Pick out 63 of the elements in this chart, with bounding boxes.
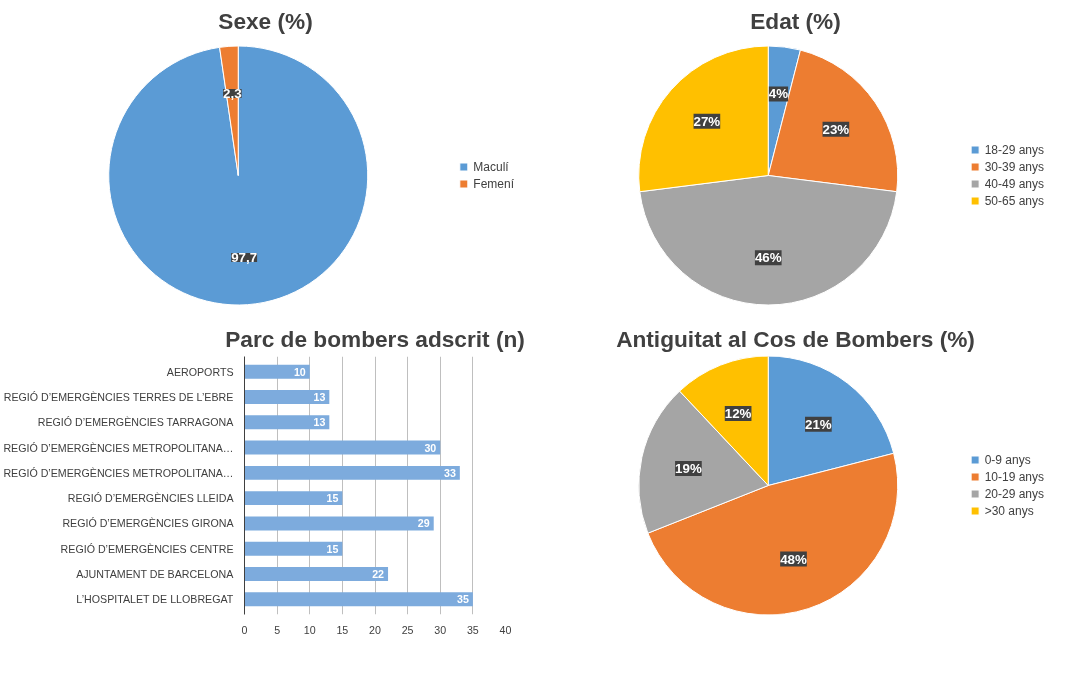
data-label: 21% xyxy=(805,416,832,432)
legend-label: 50-65 anys xyxy=(984,193,1044,208)
data-label: 15 xyxy=(326,492,339,505)
data-label: 19% xyxy=(675,461,702,477)
legend-label: Femení xyxy=(473,176,514,191)
x-tick-label: 20 xyxy=(369,623,381,636)
chart-title: Antiguitat al Cos de Bombers (%) xyxy=(616,325,975,352)
x-tick-label: 30 xyxy=(434,623,447,636)
legend-label: >30 anys xyxy=(984,503,1034,518)
bar xyxy=(244,567,389,581)
data-label: 35 xyxy=(457,593,469,606)
bar xyxy=(244,516,434,531)
y-tick-label: REGIÓ D’EMERGÈNCIES METROPOLITANA… xyxy=(3,441,234,454)
data-label: 15 xyxy=(326,542,339,555)
y-tick-label: REGIÓ D’EMERGÈNCIES LLEIDA xyxy=(67,492,235,505)
data-label: 10 xyxy=(293,365,306,378)
y-tick-label: REGIÓ D’EMERGÈNCIES TERRES DE L’EBRE xyxy=(3,390,234,403)
bar xyxy=(244,592,473,607)
chart-title: Parc de bombers adscrit (n) xyxy=(225,325,525,352)
x-tick-label: 5 xyxy=(274,623,281,636)
data-label: 27% xyxy=(693,113,721,129)
bar xyxy=(244,415,330,430)
data-label: 29 xyxy=(417,517,430,530)
bar xyxy=(244,465,460,480)
data-label: 13 xyxy=(313,390,326,403)
data-label: 22 xyxy=(372,568,385,581)
legend-label: 10-19 anys xyxy=(984,469,1044,484)
y-tick-label: REGIÓ D’EMERGÈNCIES CENTRE xyxy=(60,542,234,555)
data-label: 4% xyxy=(768,86,789,102)
chart-title: Sexe (%) xyxy=(218,7,313,34)
legend-label: Maculí xyxy=(473,159,509,174)
bar xyxy=(244,440,441,455)
data-label: 97,7 xyxy=(231,249,258,265)
x-tick-label: 40 xyxy=(499,623,512,636)
legend-label: 18-29 anys xyxy=(984,142,1044,157)
legend-label: 30-39 anys xyxy=(984,159,1044,174)
legend-label: 0-9 anys xyxy=(984,452,1031,467)
data-label: 33 xyxy=(443,466,456,479)
data-label: 46% xyxy=(754,250,782,266)
legend-label: 20-29 anys xyxy=(984,486,1044,501)
y-tick-label: AEROPORTS xyxy=(166,365,234,378)
y-tick-label: REGIÓ D’EMERGÈNCIES GIRONA xyxy=(62,517,235,530)
x-tick-label: 10 xyxy=(303,623,316,636)
y-tick-label: REGIÓ D’EMERGÈNCIES TARRAGONA xyxy=(37,416,235,429)
bar xyxy=(244,541,343,556)
x-tick-label: 35 xyxy=(466,623,479,636)
data-label: 12% xyxy=(724,406,752,422)
y-tick-label: AJUNTAMENT DE BARCELONA xyxy=(76,568,235,581)
y-tick-label: L’HOSPITALET DE LLOBREGAT xyxy=(76,593,234,606)
bar xyxy=(244,390,330,404)
y-tick-label: REGIÓ D’EMERGÈNCIES METROPOLITANA… xyxy=(3,466,234,479)
legend-label: 40-49 anys xyxy=(984,176,1044,191)
x-tick-label: 15 xyxy=(336,623,349,636)
bar xyxy=(244,491,343,506)
x-tick-label: 25 xyxy=(401,623,414,636)
data-label: 23% xyxy=(822,121,850,137)
data-label: 2,3 xyxy=(223,86,242,102)
x-tick-label: 0 xyxy=(241,623,248,636)
bar xyxy=(244,364,310,379)
chart-title: Edat (%) xyxy=(750,7,841,34)
data-label: 13 xyxy=(313,416,326,429)
data-label: 30 xyxy=(424,441,437,454)
data-label: 48% xyxy=(780,551,807,567)
